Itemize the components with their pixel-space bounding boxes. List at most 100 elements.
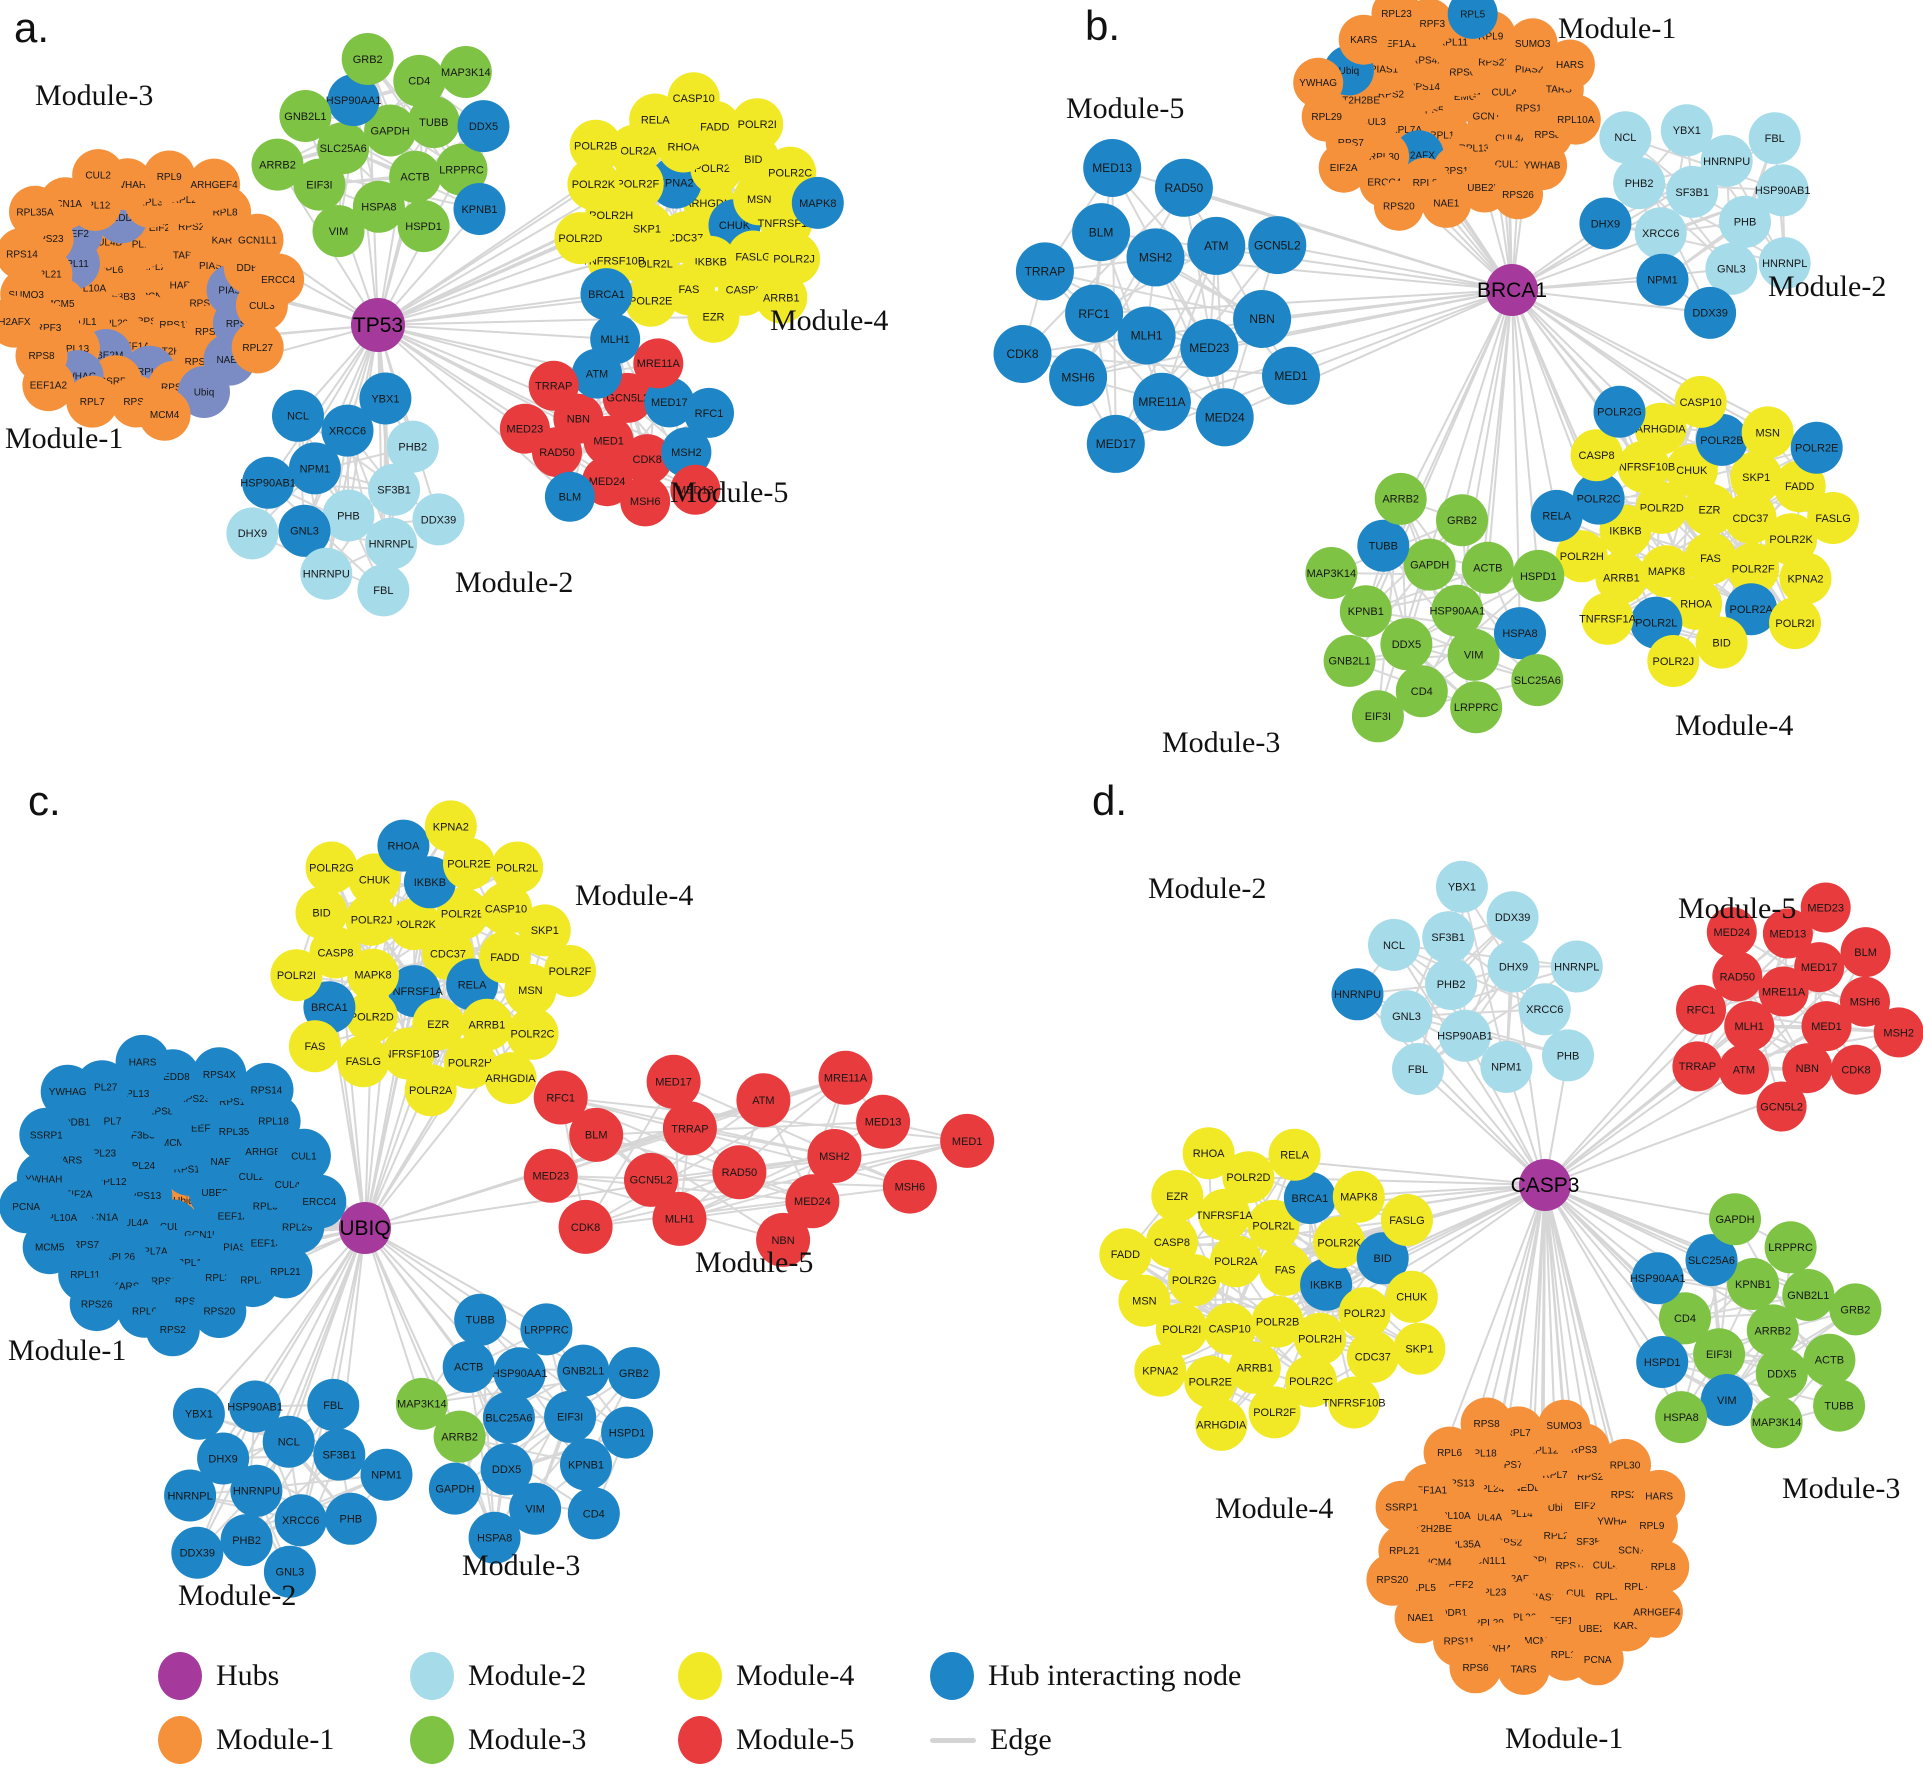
node-circle[interactable] — [0, 227, 48, 280]
node-ACTB[interactable]: ACTB — [442, 1340, 495, 1393]
node-circle[interactable] — [499, 403, 550, 454]
node-circle[interactable] — [1118, 1274, 1171, 1327]
node-circle[interactable] — [1756, 164, 1809, 217]
node-TRRAP[interactable]: TRRAP — [662, 1101, 717, 1156]
node-MSN[interactable]: MSN — [1741, 406, 1794, 459]
node-ERCC4[interactable]: ERCC4 — [292, 1174, 347, 1229]
node-POLR2J[interactable]: POLR2J — [1647, 635, 1700, 687]
node-circle[interactable] — [544, 1390, 597, 1443]
node-POLR2F[interactable]: POLR2F — [1248, 1386, 1301, 1439]
node-KPNB1[interactable]: KPNB1 — [453, 183, 506, 235]
node-circle[interactable] — [509, 1482, 562, 1535]
node-LRPPRC[interactable]: LRPPRC — [520, 1303, 573, 1356]
node-circle[interactable] — [393, 54, 446, 107]
node-POLR2H[interactable]: POLR2H — [1294, 1312, 1347, 1365]
node-circle[interactable] — [1873, 1007, 1923, 1058]
node-circle[interactable] — [1447, 628, 1500, 681]
node-EIF3I[interactable]: EIF3I — [1351, 690, 1404, 743]
node-circle[interactable] — [1672, 1041, 1723, 1092]
node-circle[interactable] — [1480, 1040, 1533, 1093]
node-XRCC6[interactable]: XRCC6 — [1518, 983, 1571, 1036]
node-circle[interactable] — [288, 442, 341, 495]
node-circle[interactable] — [1758, 237, 1811, 290]
node-HNRNPL[interactable]: HNRNPL — [164, 1469, 217, 1522]
node-circle[interactable] — [22, 359, 75, 412]
node-GNB2L1[interactable]: GNB2L1 — [557, 1344, 610, 1397]
node-circle[interactable] — [143, 150, 196, 203]
node-circle[interactable] — [1683, 483, 1736, 536]
node-circle[interactable] — [1338, 1287, 1391, 1340]
node-circle[interactable] — [1647, 635, 1700, 687]
node-RPS20[interactable]: RPS20 — [1373, 180, 1424, 231]
node-DDX39[interactable]: DDX39 — [171, 1526, 224, 1579]
node-circle[interactable] — [652, 1191, 707, 1246]
node-circle[interactable] — [1262, 346, 1320, 405]
node-CD4[interactable]: CD4 — [393, 54, 446, 107]
node-CDC37[interactable]: CDC37 — [1346, 1330, 1399, 1383]
node-circle[interactable] — [1599, 1438, 1651, 1491]
node-circle[interactable] — [544, 945, 596, 997]
node-circle[interactable] — [274, 1494, 327, 1547]
node-SUMO3[interactable]: SUMO3 — [1538, 1399, 1591, 1452]
node-NCL[interactable]: NCL — [1368, 918, 1420, 971]
node-BLC25A6[interactable]: BLC25A6 — [482, 1391, 535, 1444]
node-VIM[interactable]: VIM — [1447, 628, 1500, 681]
node-FBL[interactable]: FBL — [357, 564, 410, 617]
node-circle[interactable] — [436, 887, 489, 940]
node-RAD50[interactable]: RAD50 — [712, 1145, 767, 1200]
node-ARHGEF4[interactable]: ARHGEF4 — [188, 158, 241, 211]
hub-node-BRCA1[interactable]: BRCA1 — [1477, 264, 1547, 316]
node-circle[interactable] — [313, 1428, 366, 1481]
node-circle[interactable] — [263, 1545, 316, 1598]
node-VIM[interactable]: VIM — [312, 205, 365, 258]
node-circle[interactable] — [1065, 284, 1124, 343]
node-MED17[interactable]: MED17 — [646, 1054, 701, 1109]
node-circle[interactable] — [360, 1448, 413, 1501]
node-circle[interactable] — [1511, 654, 1564, 707]
node-circle[interactable] — [1339, 585, 1392, 638]
node-circle[interactable] — [171, 1526, 224, 1579]
node-circle[interactable] — [1748, 112, 1801, 165]
node-circle[interactable] — [533, 1070, 588, 1125]
node-circle[interactable] — [1700, 134, 1753, 187]
node-circle[interactable] — [1769, 597, 1821, 650]
node-ARRB2[interactable]: ARRB2 — [251, 138, 304, 191]
node-circle[interactable] — [1450, 681, 1503, 734]
node-circle[interactable] — [22, 1220, 77, 1275]
node-circle[interactable] — [1631, 1252, 1684, 1305]
node-NCL[interactable]: NCL — [1599, 111, 1652, 164]
node-circle[interactable] — [1685, 1234, 1738, 1287]
node-NCL[interactable]: NCL — [272, 389, 324, 442]
node-circle[interactable] — [1431, 584, 1484, 637]
node-DHX9[interactable]: DHX9 — [226, 507, 279, 560]
node-circle[interactable] — [1331, 968, 1384, 1021]
node-MAPK8[interactable]: MAPK8 — [1332, 1170, 1385, 1223]
node-RPS26[interactable]: RPS26 — [1493, 169, 1543, 220]
node-RPS20[interactable]: RPS20 — [1366, 1553, 1419, 1606]
node-circle[interactable] — [633, 338, 684, 389]
node-DDX5[interactable]: DDX5 — [1380, 618, 1433, 671]
node-circle[interactable] — [1380, 990, 1433, 1043]
node-circle[interactable] — [1145, 1216, 1198, 1269]
node-EZR[interactable]: EZR — [1151, 1169, 1204, 1222]
node-circle[interactable] — [1840, 927, 1891, 978]
node-circle[interactable] — [348, 853, 401, 906]
node-POLR2G[interactable]: POLR2G — [1593, 385, 1646, 438]
node-MED23[interactable]: MED23 — [1800, 882, 1851, 933]
node-HSPD1[interactable]: HSPD1 — [601, 1406, 654, 1459]
node-circle[interactable] — [736, 1073, 791, 1128]
node-ATM[interactable]: ATM — [736, 1073, 791, 1128]
node-MAP3K14[interactable]: MAP3K14 — [1750, 1396, 1803, 1449]
node-circle[interactable] — [279, 90, 332, 142]
node-circle[interactable] — [364, 104, 417, 157]
node-POLR2I[interactable]: POLR2I — [1769, 597, 1821, 650]
node-circle[interactable] — [1555, 530, 1608, 583]
node-circle[interactable] — [1487, 940, 1540, 993]
node-RHOA[interactable]: RHOA — [377, 819, 430, 872]
node-MAP3K14[interactable]: MAP3K14 — [1305, 547, 1358, 599]
node-RPL35A[interactable]: RPL35A — [9, 185, 61, 238]
node-circle[interactable] — [292, 1174, 347, 1229]
node-circle[interactable] — [1268, 1128, 1321, 1181]
node-circle[interactable] — [1323, 634, 1376, 687]
node-DDX39[interactable]: DDX39 — [1486, 891, 1539, 944]
